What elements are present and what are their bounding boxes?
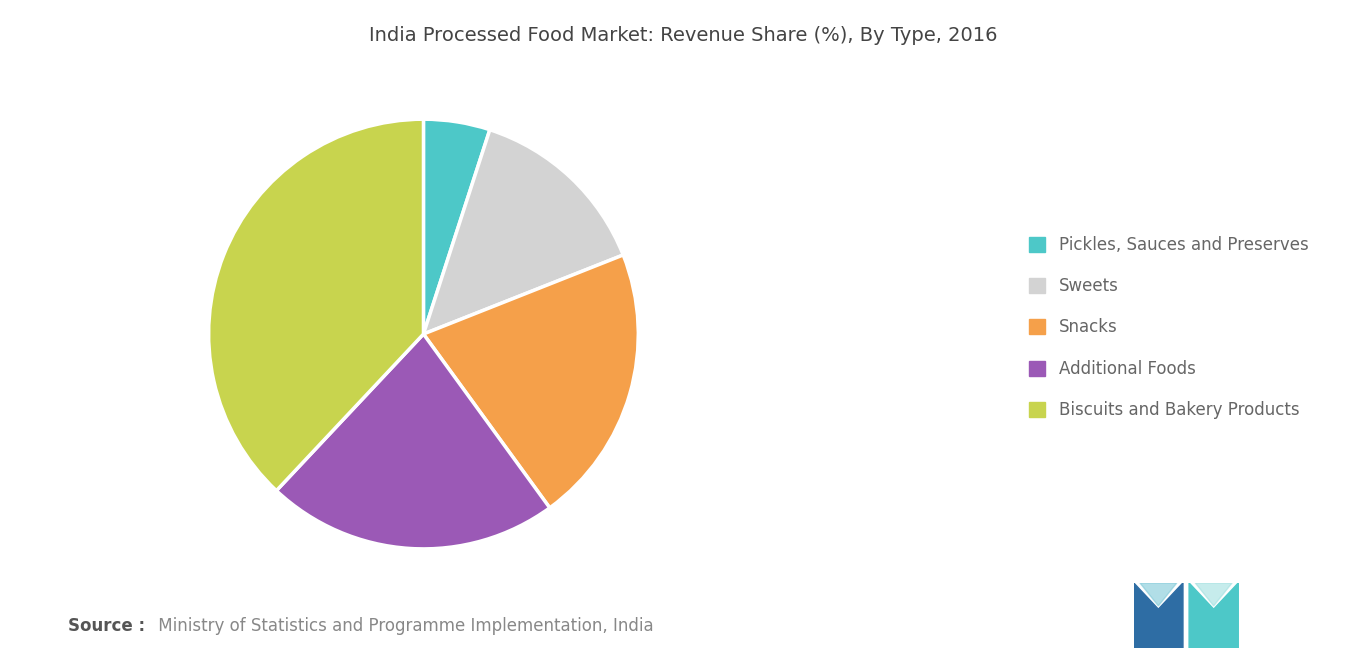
Polygon shape	[1195, 583, 1232, 606]
Wedge shape	[209, 119, 423, 491]
Wedge shape	[423, 255, 638, 508]
Wedge shape	[423, 130, 623, 334]
Polygon shape	[1134, 583, 1183, 648]
Text: India Processed Food Market: Revenue Share (%), By Type, 2016: India Processed Food Market: Revenue Sha…	[369, 26, 997, 45]
Text: Source :: Source :	[68, 618, 145, 635]
Text: Ministry of Statistics and Programme Implementation, India: Ministry of Statistics and Programme Imp…	[153, 618, 653, 635]
Wedge shape	[276, 334, 549, 549]
Polygon shape	[1188, 583, 1238, 648]
Legend: Pickles, Sauces and Preserves, Sweets, Snacks, Additional Foods, Biscuits and Ba: Pickles, Sauces and Preserves, Sweets, S…	[1020, 227, 1317, 428]
Polygon shape	[1139, 583, 1177, 606]
Wedge shape	[423, 119, 490, 334]
